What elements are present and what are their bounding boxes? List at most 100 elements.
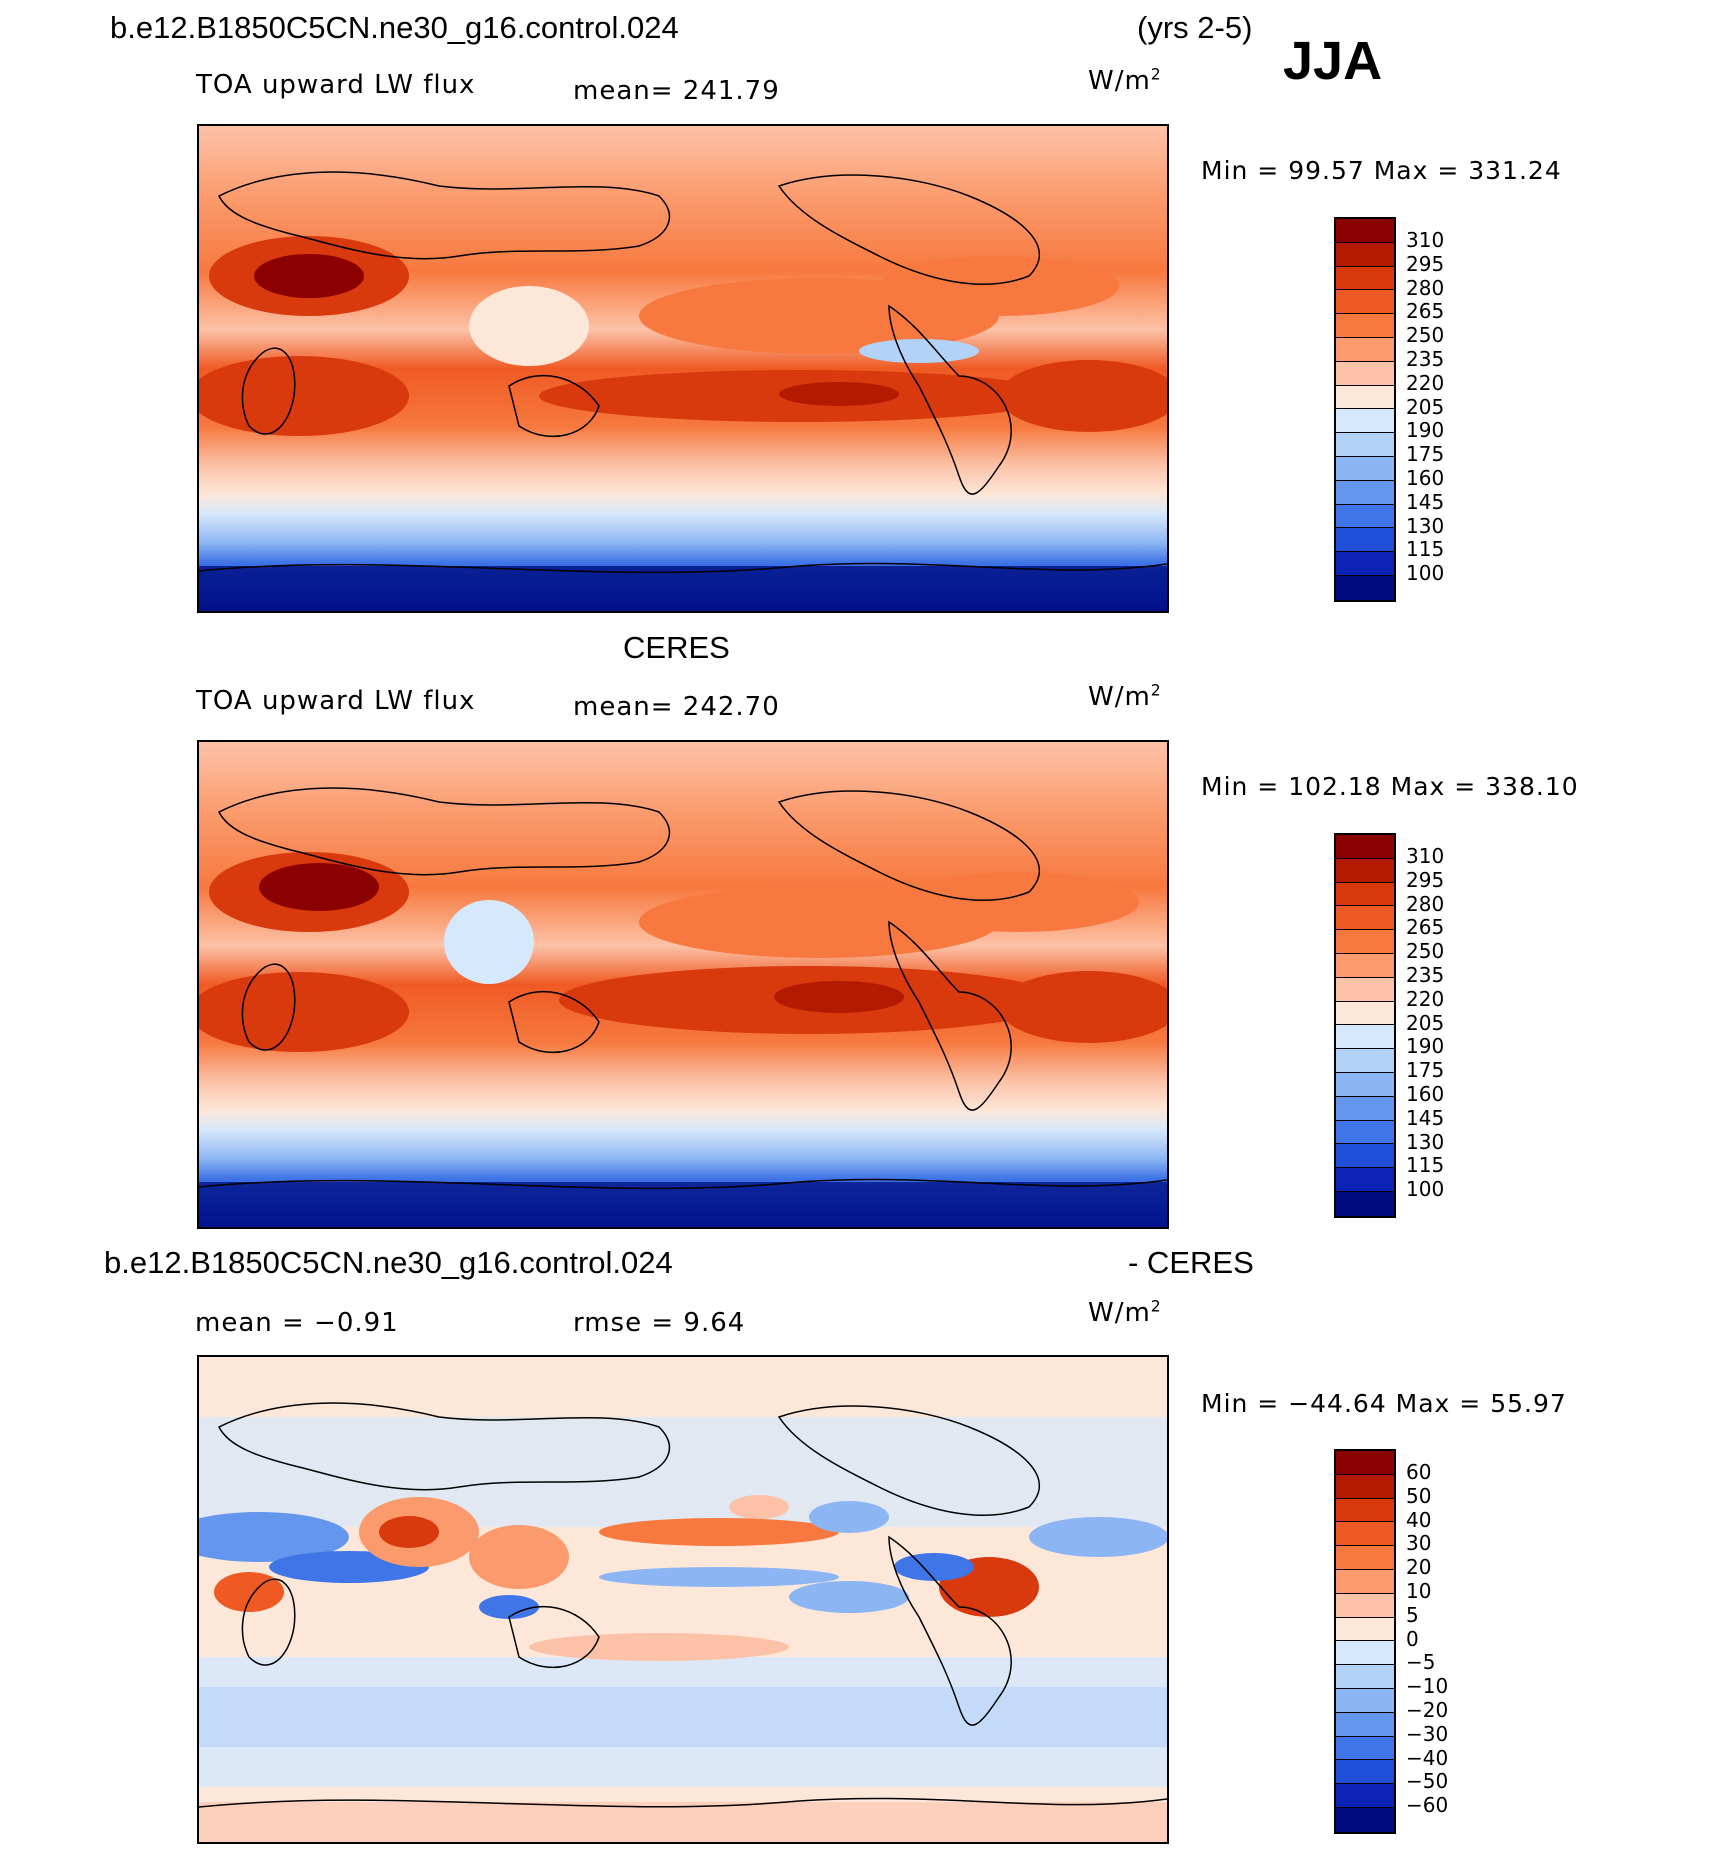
colorbar-swatch [1336, 1617, 1394, 1642]
colorbar-label: −30 [1406, 1721, 1449, 1746]
colorbar-label: 205 [1406, 1010, 1445, 1035]
panel2-units: W/m2 [1088, 681, 1162, 712]
panel3-title-left: b.e12.B1850C5CN.ne30_g16.control.024 [104, 1245, 673, 1280]
colorbar-label: 10 [1406, 1578, 1432, 1603]
panel3-map [197, 1355, 1169, 1844]
colorbar-label: −10 [1406, 1674, 1449, 1699]
colorbar-swatch [1336, 1191, 1394, 1216]
colorbar-label: −5 [1406, 1650, 1436, 1675]
colorbar-swatch [1336, 977, 1394, 1002]
colorbar-swatch [1336, 953, 1394, 978]
colorbar-swatch [1336, 575, 1394, 600]
panel3-units: W/m2 [1088, 1297, 1162, 1328]
colorbar-label: −50 [1406, 1769, 1449, 1794]
colorbar-label: 145 [1406, 489, 1445, 514]
colorbar-label: 20 [1406, 1555, 1432, 1580]
colorbar-label: 160 [1406, 1081, 1445, 1106]
colorbar-swatch [1336, 1760, 1394, 1785]
panel2-colorbar-labels: 310 295 280 265 250 235 220 205 190 175 … [1406, 844, 1445, 1202]
colorbar-label: 50 [1406, 1483, 1432, 1508]
panel1-units: W/m2 [1088, 65, 1162, 96]
colorbar-swatch [1336, 1025, 1394, 1050]
colorbar-swatch [1336, 504, 1394, 529]
colorbar-label: 115 [1406, 1153, 1445, 1178]
panel2-map [197, 740, 1169, 1229]
colorbar-label: 30 [1406, 1531, 1432, 1556]
colorbar-swatch [1336, 1498, 1394, 1523]
colorbar-label: 280 [1406, 891, 1445, 916]
colorbar-label: −40 [1406, 1745, 1449, 1770]
colorbar-swatch [1336, 1593, 1394, 1618]
colorbar-swatch [1336, 1569, 1394, 1594]
panel3-rmse: rmse = 9.64 [573, 1308, 746, 1338]
colorbar-swatch [1336, 930, 1394, 954]
colorbar-label: 190 [1406, 418, 1445, 443]
colorbar-label: 115 [1406, 537, 1445, 562]
colorbar-label: 265 [1406, 915, 1445, 940]
colorbar-label: 130 [1406, 1129, 1445, 1154]
panel3-minmax: Min = −44.64 Max = 55.97 [1201, 1389, 1567, 1418]
colorbar-label: 220 [1406, 986, 1445, 1011]
colorbar-swatch [1336, 409, 1394, 434]
colorbar-swatch [1336, 1096, 1394, 1121]
colorbar-swatch [1336, 1546, 1394, 1570]
colorbar-swatch [1336, 385, 1394, 410]
colorbar-swatch [1336, 314, 1394, 338]
panel1-map-field [199, 126, 1167, 611]
panel1-map [197, 124, 1169, 613]
panel3-colorbar [1334, 1449, 1396, 1834]
colorbar-swatch [1336, 906, 1394, 931]
colorbar-label: 5 [1406, 1602, 1419, 1627]
panel1-variable: TOA upward LW flux [196, 70, 476, 100]
colorbar-swatch [1336, 1784, 1394, 1808]
panel3-colorbar-labels: 60 50 40 30 20 10 5 0 −5 −10 −20 −30 −40… [1406, 1460, 1449, 1818]
colorbar-swatch [1336, 1522, 1394, 1547]
colorbar-swatch [1336, 1049, 1394, 1073]
colorbar-swatch [1336, 266, 1394, 291]
panel2-mean: mean= 242.70 [573, 692, 780, 722]
panel3-map-field [199, 1357, 1167, 1842]
colorbar-swatch [1336, 1665, 1394, 1689]
panel1-minmax: Min = 99.57 Max = 331.24 [1201, 156, 1562, 185]
colorbar-label: 295 [1406, 867, 1445, 892]
colorbar-swatch [1336, 361, 1394, 386]
colorbar-swatch [1336, 1072, 1394, 1097]
colorbar-label: −20 [1406, 1697, 1449, 1722]
colorbar-label: 280 [1406, 275, 1445, 300]
panel1-mean: mean= 241.79 [573, 76, 780, 106]
colorbar-swatch [1336, 835, 1394, 859]
colorbar-label: 160 [1406, 465, 1445, 490]
colorbar-swatch [1336, 858, 1394, 883]
colorbar-swatch [1336, 337, 1394, 362]
colorbar-swatch [1336, 242, 1394, 267]
colorbar-label: 175 [1406, 442, 1445, 467]
colorbar-swatch [1336, 1807, 1394, 1832]
colorbar-swatch [1336, 1168, 1394, 1192]
season-label: JJA [1283, 31, 1383, 91]
colorbar-label: 310 [1406, 844, 1445, 868]
colorbar-swatch [1336, 1688, 1394, 1713]
panel2-variable: TOA upward LW flux [196, 686, 476, 716]
panel3-title-right: - CERES [1128, 1245, 1254, 1280]
colorbar-label: 310 [1406, 228, 1445, 252]
colorbar-swatch [1336, 1001, 1394, 1026]
panel2-title: CERES [623, 630, 730, 665]
colorbar-swatch [1336, 456, 1394, 481]
panel1-colorbar-labels: 310 295 280 265 250 235 220 205 190 175 … [1406, 228, 1445, 586]
colorbar-label: 100 [1406, 561, 1445, 586]
panel2-map-field [199, 742, 1167, 1227]
colorbar-label: 295 [1406, 251, 1445, 276]
colorbar-label: 265 [1406, 299, 1445, 324]
colorbar-label: 100 [1406, 1177, 1445, 1202]
panel3-mean: mean = −0.91 [195, 1308, 399, 1338]
colorbar-label: −60 [1406, 1793, 1449, 1818]
colorbar-swatch [1336, 480, 1394, 505]
colorbar-label: 190 [1406, 1034, 1445, 1059]
colorbar-swatch [1336, 1712, 1394, 1737]
colorbar-label: 235 [1406, 346, 1445, 371]
colorbar-label: 60 [1406, 1460, 1432, 1484]
colorbar-swatch [1336, 552, 1394, 576]
case-title: b.e12.B1850C5CN.ne30_g16.control.024 [110, 10, 679, 45]
panel2-minmax: Min = 102.18 Max = 338.10 [1201, 772, 1579, 801]
colorbar-label: 235 [1406, 962, 1445, 987]
